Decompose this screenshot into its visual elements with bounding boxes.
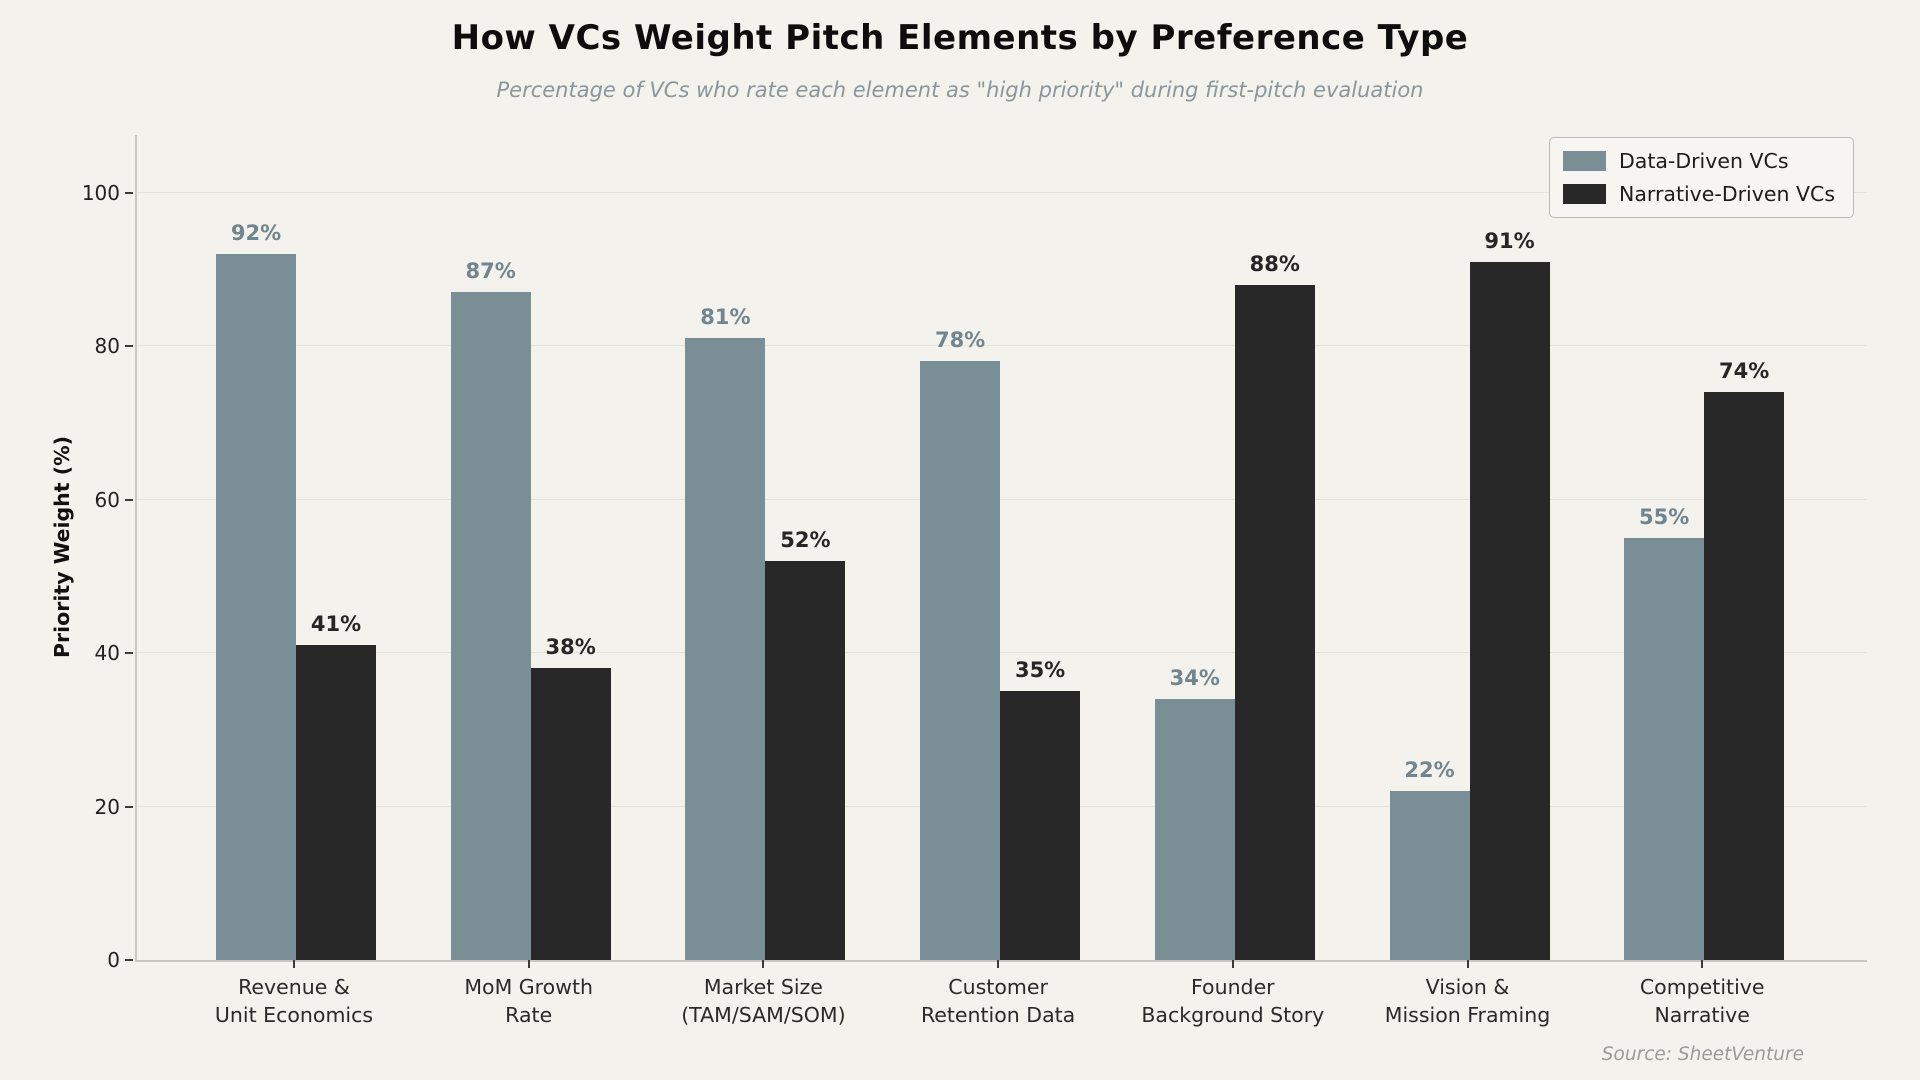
x-tick-mark (997, 960, 1000, 968)
value-label-data-driven-vcs-competitive-narrative: 55% (1639, 504, 1690, 529)
bar-data-driven-vcs-competitive-narrative (1624, 537, 1705, 960)
gridline-40 (137, 652, 1867, 654)
y-tick-mark (125, 959, 133, 961)
bar-data-driven-vcs-market-size-tam-sam-som (685, 338, 766, 960)
y-tick-mark (125, 191, 133, 194)
source-attribution: Source: SheetVenture (1601, 1044, 1804, 1065)
legend-label-data-driven: Data-Driven VCs (1618, 149, 1789, 173)
y-tick-mark (125, 498, 133, 501)
value-label-narrative-driven-vcs-competitive-narrative: 74% (1719, 359, 1770, 384)
chart-subtitle: Percentage of VCs who rate each element … (496, 78, 1424, 102)
legend: Data-Driven VCs Narrative-Driven VCs (1548, 137, 1854, 218)
legend-entry-narrative-driven: Narrative-Driven VCs (1562, 182, 1835, 206)
x-tick-mark (293, 960, 295, 968)
bar-data-driven-vcs-vision-mission-framing (1389, 791, 1470, 960)
gridline-100 (137, 191, 1867, 193)
x-category-label-vision-mission-framing: Vision & Mission Framing (1384, 975, 1551, 1027)
y-axis-label: Priority Weight (%) (50, 436, 74, 658)
bar-narrative-driven-vcs-customer-retention-data (1000, 691, 1081, 960)
value-label-data-driven-vcs-revenue-unit-economics: 92% (230, 220, 282, 245)
x-tick-mark (1701, 960, 1704, 968)
x-tick-mark (1466, 960, 1469, 968)
y-tick-label-80: 80 (94, 334, 120, 359)
y-tick-label-100: 100 (81, 180, 120, 205)
x-category-label-founder-background-story: Founder Background Story (1141, 975, 1325, 1027)
bar-narrative-driven-vcs-market-size-tam-sam-som (765, 560, 846, 960)
bar-narrative-driven-vcs-revenue-unit-economics (296, 645, 376, 960)
legend-entry-data-driven: Data-Driven VCs (1562, 149, 1835, 173)
x-category-label-market-size-tam-sam-som: Market Size (TAM/SAM/SOM) (681, 975, 846, 1027)
value-label-narrative-driven-vcs-market-size-tam-sam-som: 52% (780, 527, 831, 552)
bar-narrative-driven-vcs-competitive-narrative (1704, 392, 1785, 960)
y-tick-label-40: 40 (94, 641, 120, 666)
legend-swatch-data-driven (1562, 151, 1606, 171)
y-tick-mark (125, 345, 133, 348)
x-category-label-mom-growth-rate: MoM Growth Rate (464, 975, 593, 1027)
x-tick-mark (1231, 960, 1234, 968)
bar-narrative-driven-vcs-vision-mission-framing (1469, 261, 1550, 960)
value-label-narrative-driven-vcs-vision-mission-framing: 91% (1484, 228, 1535, 253)
value-label-data-driven-vcs-customer-retention-data: 78% (934, 328, 986, 353)
y-tick-label-0: 0 (107, 948, 120, 972)
y-tick-mark (125, 652, 133, 655)
bar-narrative-driven-vcs-founder-background-story (1234, 284, 1315, 960)
value-label-narrative-driven-vcs-customer-retention-data: 35% (1014, 658, 1066, 683)
value-label-data-driven-vcs-founder-background-story: 34% (1169, 666, 1220, 691)
y-tick-label-20: 20 (94, 794, 120, 819)
bar-narrative-driven-vcs-mom-growth-rate (530, 668, 611, 960)
x-tick-mark (527, 960, 530, 968)
value-label-narrative-driven-vcs-mom-growth-rate: 38% (545, 635, 596, 660)
bar-data-driven-vcs-customer-retention-data (920, 361, 1001, 960)
gridline-80 (137, 345, 1867, 347)
value-label-data-driven-vcs-market-size-tam-sam-som: 81% (700, 305, 751, 330)
bar-data-driven-vcs-mom-growth-rate (450, 292, 531, 960)
legend-swatch-narrative-driven (1562, 184, 1606, 204)
y-tick-label-60: 60 (94, 487, 120, 512)
x-category-label-revenue-unit-economics: Revenue & Unit Economics (214, 975, 374, 1027)
value-label-narrative-driven-vcs-revenue-unit-economics: 41% (310, 612, 362, 637)
bar-data-driven-vcs-founder-background-story (1154, 699, 1235, 960)
x-category-label-customer-retention-data: Customer Retention Data (920, 975, 1076, 1027)
value-label-data-driven-vcs-vision-mission-framing: 22% (1404, 758, 1455, 783)
plot-area: 92% 41% 87% 38% 81% 52% 78% 35% 34% 88% 22% 91% 55% 7… (135, 135, 1867, 962)
legend-label-narrative-driven: Narrative-Driven VCs (1618, 182, 1835, 206)
x-category-label-competitive-narrative: Competitive Narrative (1639, 975, 1765, 1027)
chart-title: How VCs Weight Pitch Elements by Prefere… (451, 18, 1469, 58)
value-label-narrative-driven-vcs-founder-background-story: 88% (1249, 251, 1300, 276)
gridline-60 (137, 498, 1867, 500)
y-tick-mark (125, 805, 133, 808)
x-tick-mark (762, 960, 765, 968)
value-label-data-driven-vcs-mom-growth-rate: 87% (465, 259, 516, 284)
bar-data-driven-vcs-revenue-unit-economics (216, 253, 296, 960)
